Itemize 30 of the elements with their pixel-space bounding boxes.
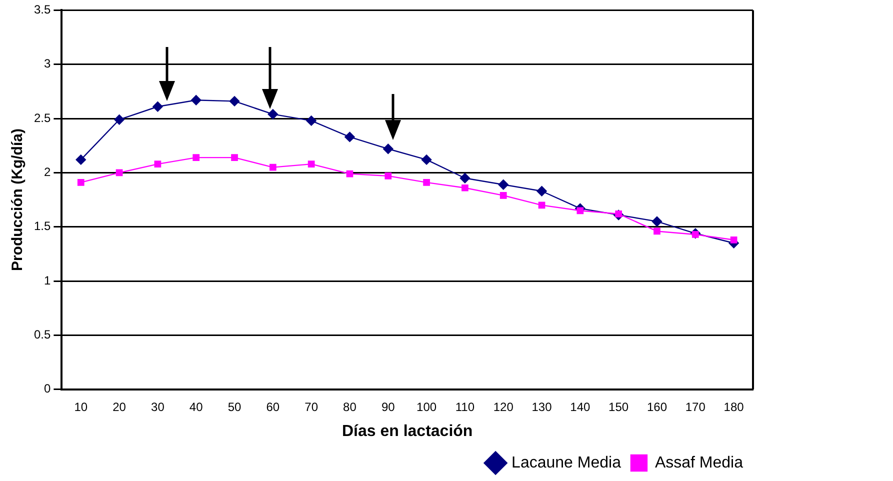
x-tick-label: 140 bbox=[570, 400, 590, 414]
y-axis-title: Producción (Kg/día) bbox=[9, 128, 26, 272]
y-tick-label: 2 bbox=[44, 165, 51, 180]
x-tick-label: 150 bbox=[608, 400, 629, 414]
legend-label: Assaf Media bbox=[654, 454, 744, 472]
x-tick-label: 60 bbox=[266, 400, 280, 414]
x-tick-label: 10 bbox=[74, 400, 88, 414]
x-tick-label: 100 bbox=[416, 400, 437, 414]
x-tick-label: 180 bbox=[724, 400, 744, 414]
x-axis-title: Días en lactación bbox=[342, 422, 473, 440]
y-tick-label: 3.5 bbox=[34, 2, 51, 17]
legend-label: Lacaune Media bbox=[512, 454, 622, 472]
x-tick-label: 130 bbox=[532, 400, 552, 414]
y-tick-label: 0.5 bbox=[34, 328, 51, 342]
x-tick-label: 20 bbox=[112, 400, 126, 414]
y-tick-label: 0 bbox=[44, 382, 51, 396]
y-tick-label: 3 bbox=[44, 56, 51, 71]
x-tick-label: 170 bbox=[685, 400, 706, 414]
x-tick-label: 40 bbox=[189, 400, 204, 414]
x-tick-label: 50 bbox=[228, 400, 242, 414]
x-tick-label: 90 bbox=[381, 400, 396, 414]
y-tick-label: 1 bbox=[44, 273, 51, 288]
x-tick-label: 110 bbox=[455, 400, 475, 414]
y-tick-label: 2.5 bbox=[34, 110, 51, 125]
x-tick-label: 70 bbox=[304, 400, 318, 414]
y-tick-label: 1.5 bbox=[34, 219, 51, 234]
x-tick-label: 160 bbox=[646, 400, 668, 414]
x-tick-label: 120 bbox=[493, 400, 514, 414]
x-tick-label: 80 bbox=[343, 400, 357, 414]
x-tick-label: 30 bbox=[151, 400, 165, 414]
